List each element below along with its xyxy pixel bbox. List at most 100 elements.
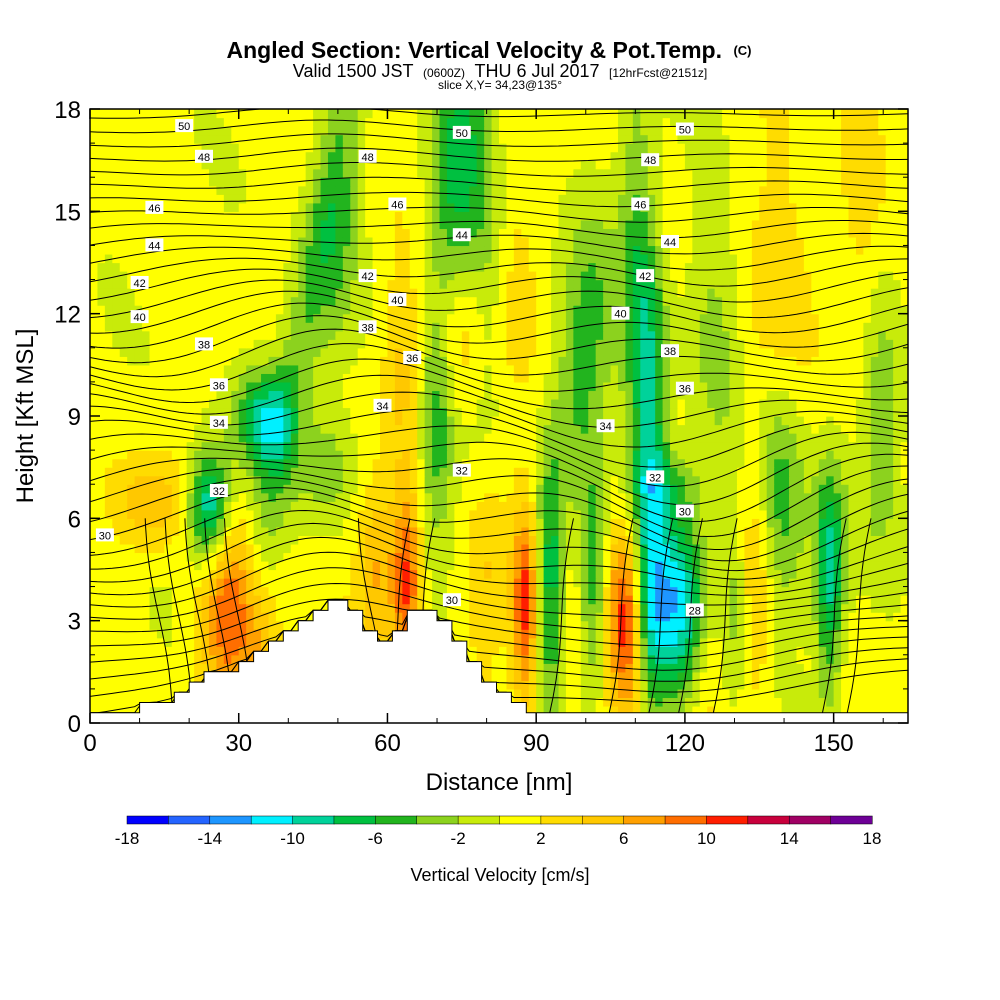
field-cell bbox=[573, 501, 582, 511]
field-cell bbox=[536, 492, 545, 502]
field-cell bbox=[194, 560, 203, 571]
field-cell bbox=[781, 416, 790, 426]
field-cell bbox=[670, 518, 679, 528]
field-cell bbox=[677, 671, 686, 681]
field-cell bbox=[171, 501, 180, 511]
field-cell bbox=[521, 663, 530, 673]
field-cell bbox=[149, 578, 158, 588]
field-cell bbox=[647, 407, 656, 417]
field-cell bbox=[811, 424, 820, 434]
field-cell bbox=[803, 578, 812, 588]
field-cell bbox=[736, 373, 745, 383]
field-cell bbox=[402, 416, 411, 426]
field-cell bbox=[238, 509, 247, 519]
field-cell bbox=[900, 509, 908, 519]
field-cell bbox=[134, 586, 143, 596]
field-cell bbox=[766, 586, 775, 596]
field-cell bbox=[617, 390, 627, 400]
field-cell bbox=[208, 552, 218, 562]
field-cell bbox=[290, 424, 299, 434]
field-cell bbox=[186, 509, 195, 519]
field-cell bbox=[134, 671, 143, 681]
field-cell bbox=[275, 467, 284, 477]
subtitle-valid: Valid 1500 JST bbox=[293, 61, 414, 81]
field-cell bbox=[402, 441, 411, 451]
field-cell bbox=[387, 424, 396, 434]
field-cell bbox=[127, 475, 136, 485]
field-cell bbox=[870, 347, 879, 357]
field-cell bbox=[751, 390, 760, 400]
field-cell bbox=[551, 526, 560, 536]
field-cell bbox=[617, 637, 627, 647]
field-cell bbox=[647, 620, 656, 630]
field-cell bbox=[491, 458, 500, 468]
field-cell bbox=[759, 603, 768, 613]
field-cell bbox=[774, 424, 783, 434]
field-cell bbox=[699, 433, 708, 443]
field-cell bbox=[759, 629, 768, 639]
field-cell bbox=[186, 356, 195, 366]
field-cell bbox=[774, 646, 783, 656]
field-cell bbox=[394, 433, 403, 443]
field-cell bbox=[179, 518, 188, 528]
field-cell bbox=[439, 603, 448, 613]
field-cell bbox=[655, 663, 664, 673]
field-cell bbox=[617, 339, 627, 349]
field-cell bbox=[655, 603, 664, 613]
field-cell bbox=[201, 663, 210, 673]
field-cell bbox=[320, 543, 329, 554]
field-cell bbox=[194, 458, 203, 468]
field-cell bbox=[565, 484, 574, 494]
field-cell bbox=[484, 458, 493, 468]
field-cell bbox=[499, 475, 508, 485]
field-cell bbox=[640, 543, 649, 554]
field-cell bbox=[699, 560, 708, 571]
field-cell bbox=[893, 467, 902, 477]
field-cell bbox=[580, 705, 589, 716]
field-cell bbox=[870, 509, 879, 519]
field-cell bbox=[796, 620, 805, 630]
field-cell bbox=[900, 373, 908, 383]
field-cell bbox=[134, 646, 143, 656]
field-cell bbox=[506, 398, 515, 409]
field-cell bbox=[446, 484, 455, 494]
field-cell bbox=[617, 603, 627, 613]
field-cell bbox=[670, 654, 679, 664]
field-cell bbox=[201, 364, 210, 374]
field-cell bbox=[142, 424, 151, 434]
field-cell bbox=[104, 398, 113, 409]
field-cell bbox=[677, 492, 686, 502]
field-cell bbox=[327, 441, 336, 451]
field-cell bbox=[409, 526, 418, 536]
field-cell bbox=[439, 416, 448, 426]
field-cell bbox=[580, 569, 589, 579]
field-cell bbox=[744, 603, 753, 613]
field-cell bbox=[171, 654, 180, 664]
field-cell bbox=[156, 381, 165, 392]
field-cell bbox=[350, 484, 359, 494]
field-cell bbox=[580, 680, 589, 690]
field-cell bbox=[610, 595, 619, 605]
field-cell bbox=[684, 398, 693, 409]
field-cell bbox=[223, 646, 232, 656]
field-cell bbox=[149, 450, 158, 460]
field-cell bbox=[97, 629, 106, 639]
field-cell bbox=[677, 433, 686, 443]
field-cell bbox=[833, 339, 842, 349]
field-cell bbox=[127, 381, 136, 392]
field-cell bbox=[320, 560, 329, 571]
field-cell bbox=[149, 603, 158, 613]
field-cell bbox=[357, 381, 366, 392]
field-cell bbox=[290, 450, 299, 460]
field-cell bbox=[313, 535, 322, 545]
field-cell bbox=[350, 526, 359, 536]
field-cell bbox=[127, 347, 136, 357]
field-cell bbox=[499, 560, 508, 571]
field-cell bbox=[521, 381, 530, 392]
field-cell bbox=[729, 578, 738, 588]
field-cell bbox=[580, 458, 589, 468]
field-cell bbox=[186, 398, 195, 409]
field-cell bbox=[119, 671, 128, 681]
field-cell bbox=[499, 347, 508, 357]
field-cell bbox=[320, 467, 329, 477]
